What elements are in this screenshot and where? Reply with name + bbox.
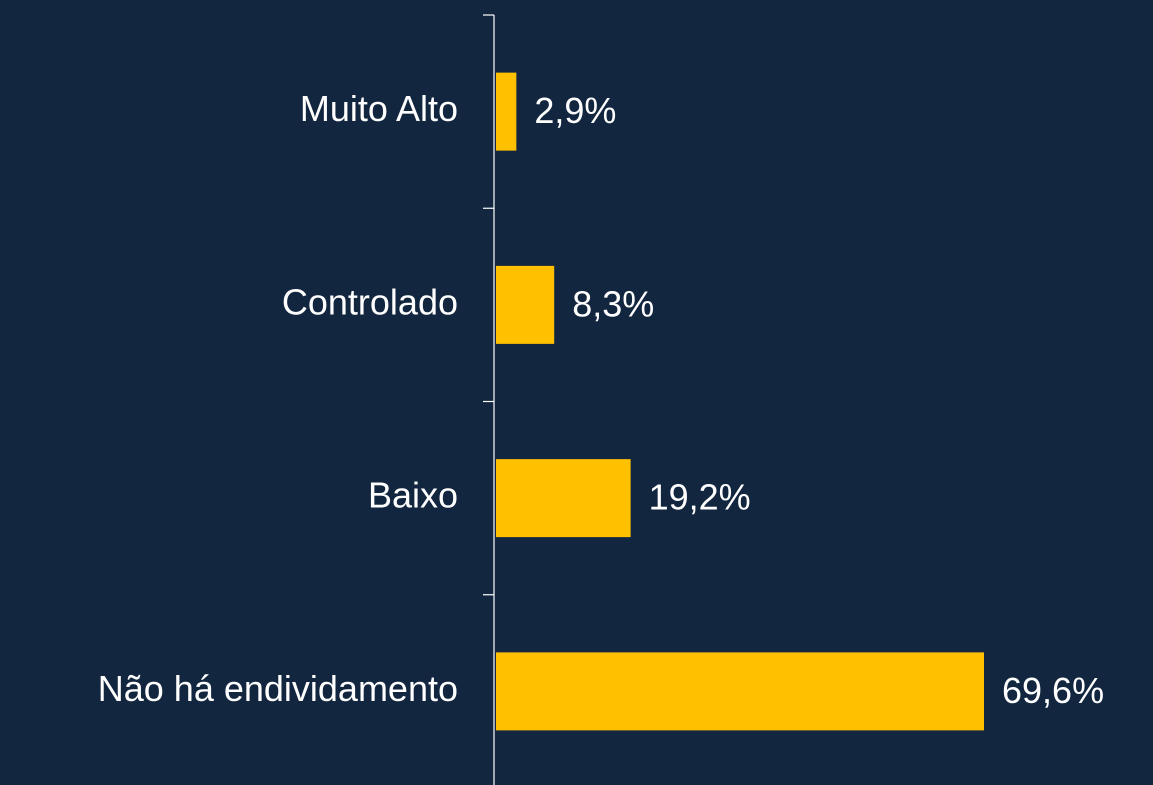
value-label: 69,6%: [1002, 670, 1104, 711]
y-tick-label: Controlado: [282, 281, 458, 322]
y-tick-label: Muito Alto: [300, 88, 458, 129]
bar: [496, 652, 984, 731]
y-tick-label: Não há endividamento: [98, 668, 458, 709]
bar: [496, 459, 631, 538]
value-label: 19,2%: [649, 477, 751, 518]
bar: [496, 265, 555, 344]
value-label: 2,9%: [534, 90, 616, 131]
bar: [496, 72, 517, 151]
value-label: 8,3%: [572, 283, 654, 324]
y-tick-label: Baixo: [368, 475, 458, 516]
